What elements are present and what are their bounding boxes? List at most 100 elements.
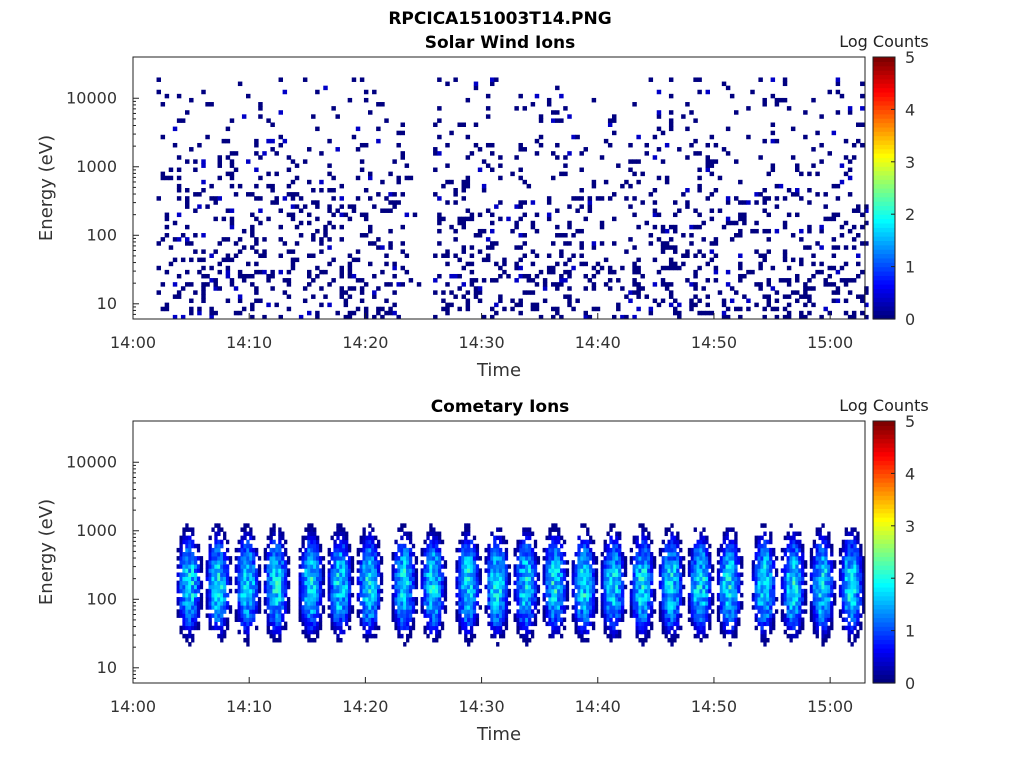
count-pixel	[664, 617, 668, 622]
count-pixel	[472, 556, 477, 561]
count-pixel	[408, 597, 413, 602]
count-pixel	[403, 642, 407, 647]
count-pixel	[673, 629, 677, 635]
panel-cometary-title: Cometary Ions	[431, 397, 570, 417]
count-pixel	[762, 200, 767, 205]
count-pixel	[313, 531, 317, 537]
count-pixel	[711, 568, 715, 573]
count-pixel	[477, 290, 483, 295]
count-pixel	[208, 580, 212, 586]
count-pixel	[445, 302, 450, 308]
count-pixel	[313, 629, 317, 635]
count-pixel	[197, 204, 202, 209]
count-pixel	[519, 621, 523, 627]
count-pixel	[315, 204, 320, 209]
count-pixel	[272, 633, 276, 639]
count-pixel	[453, 192, 458, 197]
count-pixel	[530, 609, 535, 614]
count-pixel	[670, 564, 674, 569]
count-pixel	[699, 637, 703, 643]
count-pixel	[530, 633, 535, 639]
count-pixel	[397, 597, 401, 602]
count-pixel	[345, 576, 349, 582]
count-pixel	[725, 605, 729, 610]
count-pixel	[705, 155, 711, 160]
count-pixel	[682, 564, 686, 569]
count-pixel	[477, 147, 483, 152]
count-pixel	[522, 233, 528, 238]
count-pixel	[667, 621, 671, 627]
count-pixel	[705, 539, 709, 545]
count-pixel	[560, 588, 564, 594]
count-pixel	[339, 609, 343, 614]
count-pixel	[272, 552, 276, 557]
count-pixel	[272, 621, 276, 627]
count-pixel	[371, 601, 375, 606]
count-pixel	[640, 171, 645, 177]
count-pixel	[255, 625, 259, 631]
count-pixel	[362, 543, 366, 549]
count-pixel	[644, 547, 648, 553]
count-pixel	[574, 617, 578, 622]
count-pixel	[676, 539, 680, 545]
count-pixel	[414, 597, 419, 602]
count-pixel	[609, 523, 613, 528]
count-pixel	[208, 564, 212, 569]
count-pixel	[475, 588, 480, 594]
count-pixel	[406, 605, 410, 610]
count-pixel	[690, 556, 695, 561]
count-pixel	[498, 298, 503, 304]
count-pixel	[426, 576, 430, 582]
count-pixel	[702, 609, 706, 614]
count-pixel	[266, 216, 271, 222]
count-pixel	[179, 576, 183, 582]
count-pixel	[603, 556, 607, 561]
count-pixel	[721, 81, 727, 87]
count-pixel	[487, 552, 491, 557]
solar-wind-y-label: Energy (eV)	[36, 135, 57, 241]
count-pixel	[307, 637, 311, 643]
count-pixel	[705, 547, 709, 553]
count-pixel	[455, 617, 459, 622]
count-pixel	[612, 543, 616, 549]
count-pixel	[205, 597, 209, 602]
count-pixel	[371, 560, 375, 565]
colorbar-segment	[873, 70, 895, 76]
count-pixel	[750, 269, 755, 275]
count-pixel	[839, 179, 845, 185]
count-pixel	[656, 269, 662, 275]
count-pixel	[160, 171, 166, 177]
count-pixel	[307, 179, 312, 185]
count-pixel	[432, 576, 436, 582]
count-pixel	[760, 633, 764, 639]
count-pixel	[519, 568, 523, 573]
count-pixel	[551, 547, 555, 553]
count-pixel	[455, 564, 459, 569]
count-pixel	[713, 159, 719, 164]
count-pixel	[560, 621, 564, 627]
count-pixel	[551, 314, 556, 320]
count-pixel	[513, 568, 517, 573]
count-pixel	[708, 576, 712, 582]
count-pixel	[690, 621, 695, 627]
count-pixel	[693, 527, 697, 532]
count-pixel	[213, 249, 218, 254]
count-pixel	[196, 576, 201, 582]
count-pixel	[307, 560, 311, 565]
count-pixel	[693, 564, 697, 569]
count-pixel	[342, 556, 346, 561]
count-pixel	[615, 535, 619, 541]
count-pixel	[487, 543, 491, 549]
colorbar-segment	[873, 118, 895, 124]
count-pixel	[220, 539, 224, 545]
count-pixel	[661, 568, 665, 573]
count-pixel	[693, 552, 697, 557]
count-pixel	[693, 572, 697, 577]
count-pixel	[528, 580, 532, 586]
count-pixel	[176, 613, 180, 618]
count-pixel	[403, 617, 407, 622]
count-pixel	[731, 597, 735, 602]
count-pixel	[652, 298, 658, 304]
count-pixel	[660, 224, 666, 230]
count-pixel	[636, 290, 641, 295]
